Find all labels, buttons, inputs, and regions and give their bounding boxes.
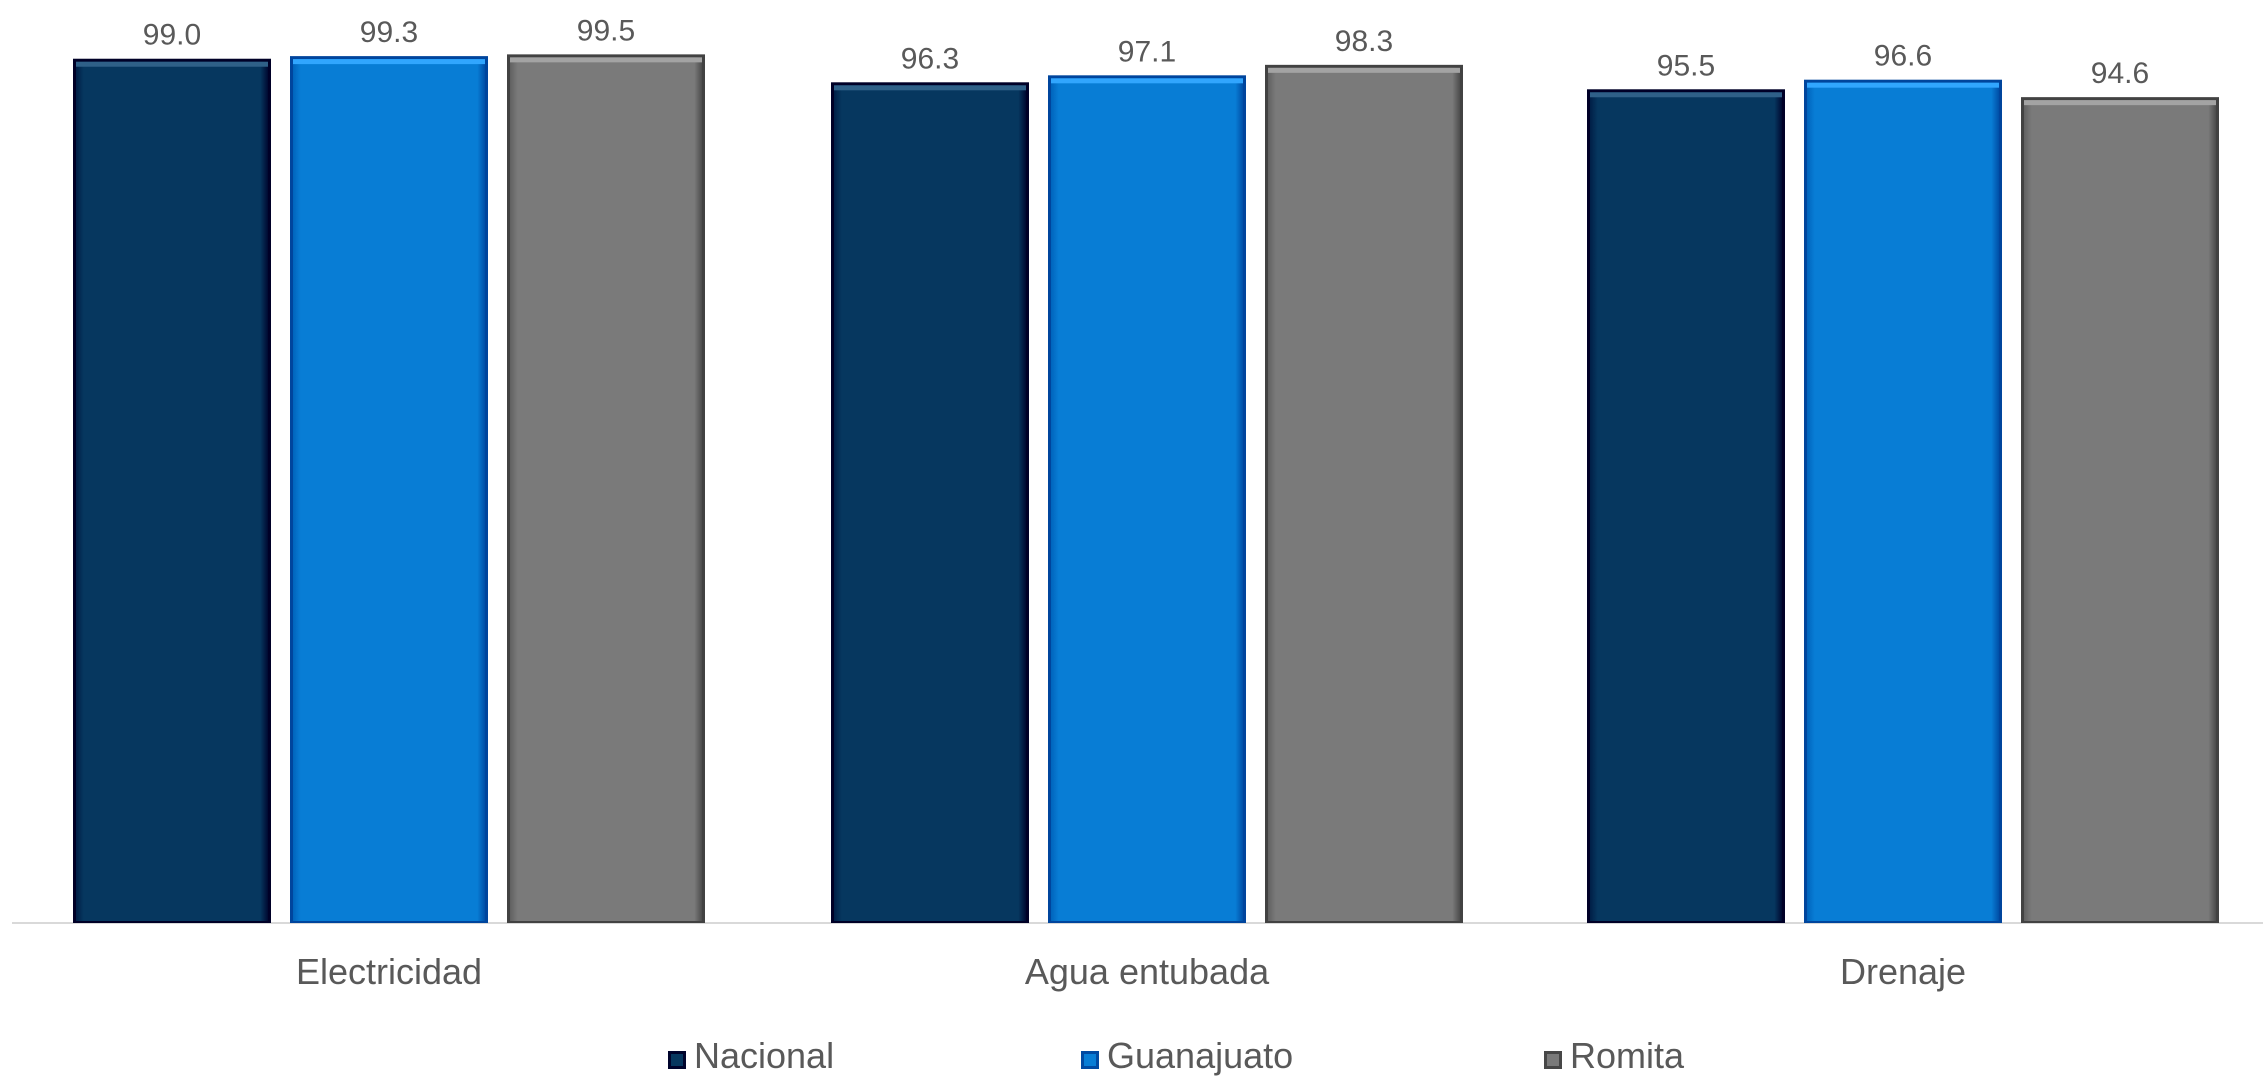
bar-top-bevel [1590,92,1782,98]
data-label: 99.3 [360,16,418,49]
bar-agua-entubada-guanajuato [1048,75,1246,923]
bar-face [1807,82,1999,921]
legend-swatch-face [1547,1054,1559,1066]
legend-item-romita: Romita [1544,1035,1685,1076]
legend-swatch-face [1084,1054,1096,1066]
bars-layer [73,54,2219,924]
legend-label: Nacional [694,1035,834,1076]
data-label: 97.1 [1118,35,1176,68]
bar-face [1590,92,1782,921]
bar-drenaje-nacional [1587,89,1785,923]
legend-label: Guanajuato [1107,1035,1293,1076]
data-label: 94.6 [2091,57,2149,90]
bar-top-bevel [1268,67,1460,73]
bar-electricidad-nacional [73,58,271,924]
legend-label: Romita [1570,1035,1685,1076]
bar-agua-entubada-nacional [831,82,1029,923]
bar-top-bevel [293,59,485,65]
bar-top-bevel [76,61,268,67]
category-label: Drenaje [1840,951,1966,992]
labels-layer: 99.0 99.3 99.5 Electricidad 96.3 97.1 98.3 Agua… [143,14,2149,992]
bar-face [2024,100,2216,922]
bar-top-bevel [1807,82,1999,88]
bar-top-bevel [1051,78,1243,84]
bar-face [1268,67,1460,921]
category-label: Electricidad [296,951,482,992]
data-label: 96.3 [901,42,959,75]
data-label: 98.3 [1335,25,1393,58]
data-label: 96.6 [1874,40,1932,73]
bar-top-bevel [2024,100,2216,106]
bar-drenaje-romita [2021,97,2219,924]
bar-face [834,85,1026,921]
bar-top-bevel [834,85,1026,91]
bar-drenaje-guanajuato [1804,79,2002,923]
bar-agua-entubada-romita [1265,64,1463,923]
legend-swatch-face [671,1054,683,1066]
legend-item-guanajuato: Guanajuato [1081,1035,1293,1076]
data-label: 99.5 [577,14,635,47]
bar-top-bevel [510,57,702,63]
bar-face [76,61,268,922]
bar-electricidad-romita [507,54,705,924]
category-label: Agua entubada [1025,951,1270,992]
data-label: 95.5 [1657,49,1715,82]
bar-electricidad-guanajuato [290,56,488,923]
bar-face [293,59,485,921]
legend: Nacional Guanajuato Romita [668,1035,1685,1076]
data-label: 99.0 [143,19,201,52]
bar-face [510,57,702,922]
bar-face [1051,78,1243,921]
legend-item-nacional: Nacional [668,1035,834,1076]
